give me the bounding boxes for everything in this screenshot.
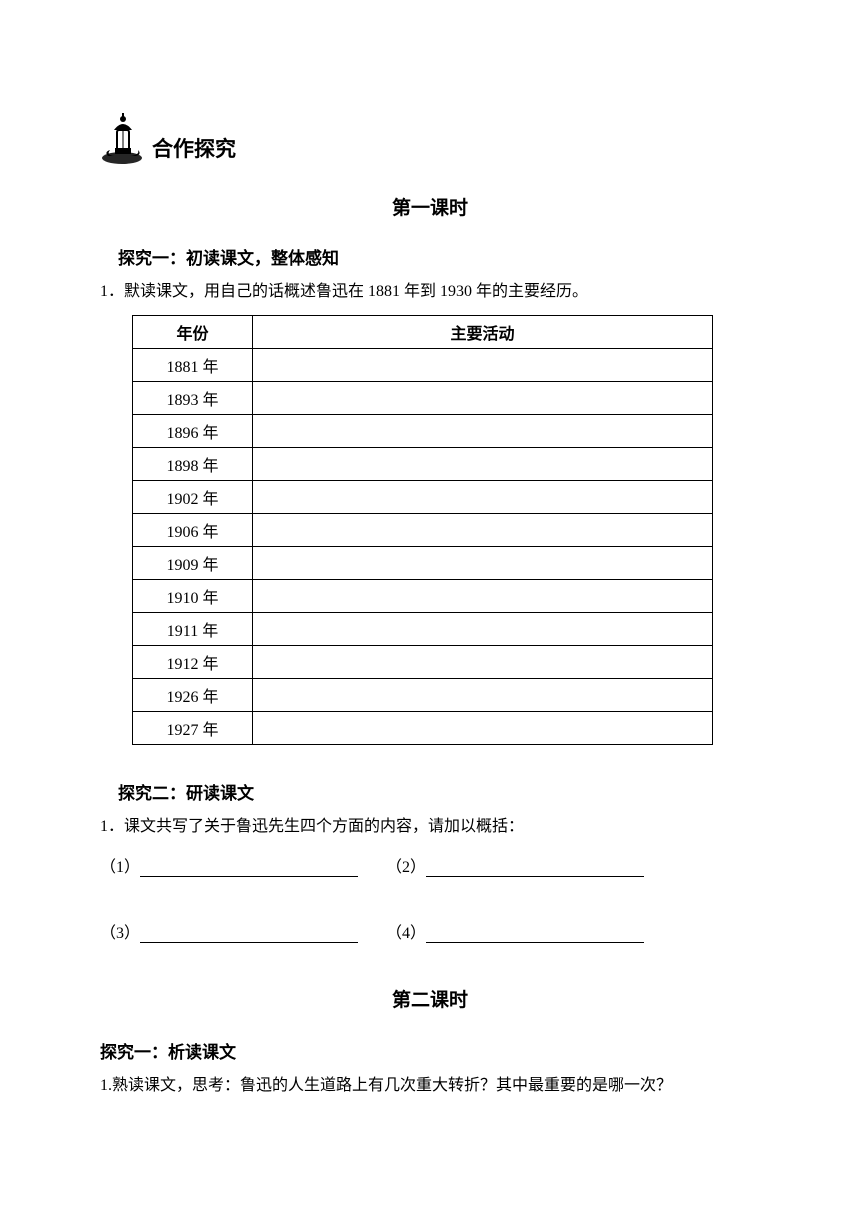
table-row: 1926 年 xyxy=(133,678,713,711)
lesson-1-title: 第一课时 xyxy=(100,193,760,220)
year-cell: 1893 年 xyxy=(133,381,253,414)
year-cell: 1881 年 xyxy=(133,348,253,381)
inquiry-1-heading: 探究一：初读课文，整体感知 xyxy=(100,244,760,269)
col-header-activity: 主要活动 xyxy=(253,315,713,348)
table-header-row: 年份 主要活动 xyxy=(133,315,713,348)
lesson2-inquiry-1-heading: 探究一：析读课文 xyxy=(100,1038,760,1063)
table-row: 1893 年 xyxy=(133,381,713,414)
blank-line-3[interactable] xyxy=(140,925,358,943)
year-cell: 1896 年 xyxy=(133,414,253,447)
section-header-title: 合作探究 xyxy=(152,133,236,165)
blanks-row-1: （1） （2） xyxy=(100,853,760,877)
year-cell: 1926 年 xyxy=(133,678,253,711)
year-cell: 1911 年 xyxy=(133,612,253,645)
year-cell: 1909 年 xyxy=(133,546,253,579)
blank-line-4[interactable] xyxy=(426,925,644,943)
section-header: 合作探究 xyxy=(100,110,760,165)
blanks-row-2: （3） （4） xyxy=(100,919,760,943)
activity-cell[interactable] xyxy=(253,579,713,612)
year-cell: 1910 年 xyxy=(133,579,253,612)
blank-label-2: （2） xyxy=(386,853,426,877)
table-row: 1910 年 xyxy=(133,579,713,612)
year-cell: 1906 年 xyxy=(133,513,253,546)
timeline-table: 年份 主要活动 1881 年 1893 年 1896 年 1898 年 1902… xyxy=(132,315,713,745)
activity-cell[interactable] xyxy=(253,480,713,513)
col-header-year: 年份 xyxy=(133,315,253,348)
blank-item-1: （1） xyxy=(100,853,358,877)
inquiry-1-question-1: 1．默读课文，用自己的话概述鲁迅在 1881 年到 1930 年的主要经历。 xyxy=(100,279,760,305)
activity-cell[interactable] xyxy=(253,381,713,414)
blank-label-1: （1） xyxy=(100,853,140,877)
table-row: 1912 年 xyxy=(133,645,713,678)
year-cell: 1912 年 xyxy=(133,645,253,678)
activity-cell[interactable] xyxy=(253,414,713,447)
table-row: 1902 年 xyxy=(133,480,713,513)
table-row: 1911 年 xyxy=(133,612,713,645)
blank-line-1[interactable] xyxy=(140,859,358,877)
table-row: 1881 年 xyxy=(133,348,713,381)
inquiry-2-heading: 探究二：研读课文 xyxy=(100,779,760,804)
activity-cell[interactable] xyxy=(253,678,713,711)
blank-item-2: （2） xyxy=(386,853,644,877)
year-cell: 1902 年 xyxy=(133,480,253,513)
lesson2-inquiry-1-question-1: 1.熟读课文，思考：鲁迅的人生道路上有几次重大转折？其中最重要的是哪一次？ xyxy=(100,1073,760,1099)
activity-cell[interactable] xyxy=(253,447,713,480)
activity-cell[interactable] xyxy=(253,546,713,579)
table-row: 1906 年 xyxy=(133,513,713,546)
table-row: 1909 年 xyxy=(133,546,713,579)
blank-item-4: （4） xyxy=(386,919,644,943)
blank-line-2[interactable] xyxy=(426,859,644,877)
blank-item-3: （3） xyxy=(100,919,358,943)
lantern-icon xyxy=(100,110,150,165)
blank-label-4: （4） xyxy=(386,919,426,943)
blank-label-3: （3） xyxy=(100,919,140,943)
activity-cell[interactable] xyxy=(253,645,713,678)
table-row: 1927 年 xyxy=(133,711,713,744)
activity-cell[interactable] xyxy=(253,711,713,744)
activity-cell[interactable] xyxy=(253,513,713,546)
activity-cell[interactable] xyxy=(253,612,713,645)
year-cell: 1898 年 xyxy=(133,447,253,480)
inquiry-2-question-1: 1．课文共写了关于鲁迅先生四个方面的内容，请加以概括： xyxy=(100,814,760,840)
table-row: 1898 年 xyxy=(133,447,713,480)
table-row: 1896 年 xyxy=(133,414,713,447)
activity-cell[interactable] xyxy=(253,348,713,381)
lesson-2-title: 第二课时 xyxy=(100,985,760,1012)
year-cell: 1927 年 xyxy=(133,711,253,744)
